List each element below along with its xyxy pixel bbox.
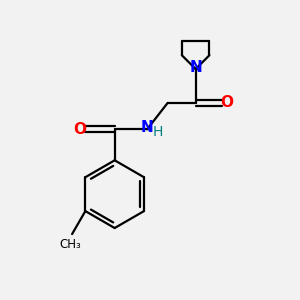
Text: O: O (74, 122, 86, 137)
Text: CH₃: CH₃ (60, 238, 82, 250)
Text: N: N (189, 60, 202, 75)
Text: H: H (152, 125, 163, 139)
Text: O: O (220, 95, 233, 110)
Text: N: N (141, 119, 153, 134)
